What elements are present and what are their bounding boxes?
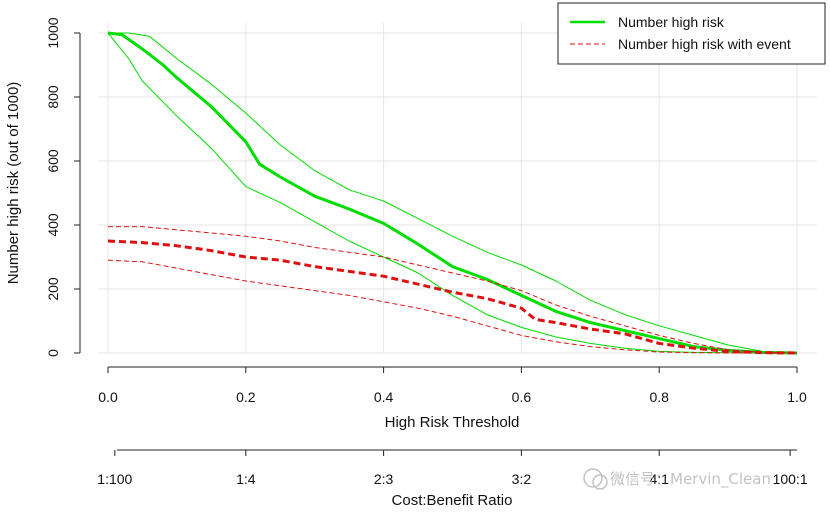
x-tick-label: 0.0 bbox=[98, 389, 118, 405]
secondary-tick-label: 1:100 bbox=[97, 471, 132, 487]
y-tick-label: 400 bbox=[45, 213, 61, 237]
x-tick-label: 1.0 bbox=[787, 389, 807, 405]
x-axis-ticks: 0.0 0.2 0.4 0.6 0.8 1.0 bbox=[98, 367, 807, 405]
watermark: 微信号：Mervin_Clean bbox=[583, 468, 771, 490]
legend-label-number-high-risk: Number high risk bbox=[618, 14, 725, 30]
y-axis-ticks: 0 200 400 600 800 1000 bbox=[45, 17, 80, 357]
green-series-line-bound bbox=[107, 32, 797, 354]
red-series-line-bound bbox=[108, 226, 798, 354]
red-series-line-main bbox=[107, 239, 798, 355]
green-series-line-bound bbox=[108, 32, 798, 354]
red-series-line-bound bbox=[107, 259, 797, 354]
wechat-icon bbox=[583, 468, 603, 488]
secondary-axis-ticks: 1:100 1:4 2:3 3:2 4:1 100:1 bbox=[97, 450, 808, 487]
grid-lines bbox=[98, 23, 817, 354]
legend: Number high risk Number high risk with e… bbox=[557, 2, 826, 65]
y-axis-title: Number high risk (out of 1000) bbox=[5, 82, 22, 285]
x-axis-title: High Risk Threshold bbox=[385, 414, 520, 431]
secondary-tick-label: 4:1 bbox=[649, 471, 669, 487]
x-tick-label: 0.6 bbox=[512, 389, 532, 405]
secondary-axis-title: Cost:Benefit Ratio bbox=[392, 492, 513, 509]
x-tick-label: 0.8 bbox=[649, 389, 669, 405]
y-tick-label: 800 bbox=[45, 85, 61, 109]
secondary-tick-label: 100:1 bbox=[773, 471, 808, 487]
legend-box bbox=[557, 2, 826, 65]
secondary-tick-label: 1:4 bbox=[236, 471, 256, 487]
plot-series bbox=[107, 31, 798, 355]
secondary-tick-label: 2:3 bbox=[374, 471, 394, 487]
watermark-text: 微信号：Mervin_Clean bbox=[610, 470, 771, 489]
secondary-tick-label: 3:2 bbox=[512, 471, 532, 487]
y-tick-label: 600 bbox=[45, 149, 61, 173]
x-tick-label: 0.4 bbox=[374, 389, 394, 405]
y-tick-label: 0 bbox=[45, 349, 61, 357]
legend-label-number-high-risk-with-event: Number high risk with event bbox=[618, 36, 791, 52]
y-tick-label: 200 bbox=[45, 277, 61, 301]
y-tick-label: 1000 bbox=[45, 17, 61, 48]
green-series-line-main bbox=[107, 31, 798, 355]
x-tick-label: 0.2 bbox=[236, 389, 256, 405]
